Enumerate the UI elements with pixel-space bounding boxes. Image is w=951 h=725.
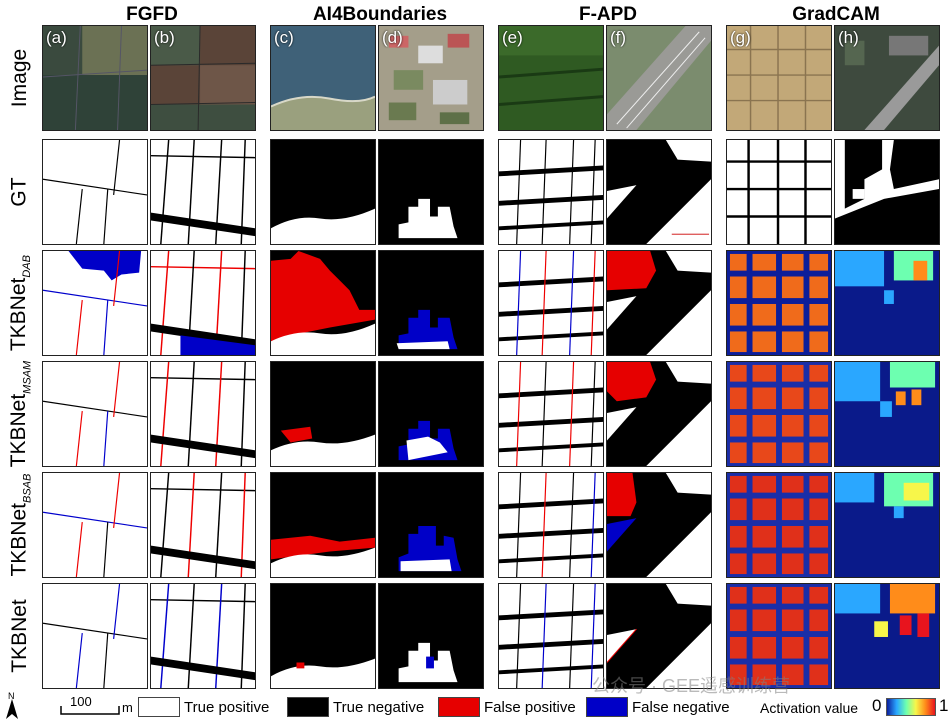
pred-dab-tile-b	[150, 250, 256, 356]
row-label-tkbnet-dab: TKBNetDAB	[6, 254, 34, 352]
gt-tile-a	[42, 139, 148, 245]
activation-colorbar	[886, 698, 936, 716]
row-label-image: Image	[8, 48, 31, 108]
activation-label: Activation value	[760, 700, 859, 716]
scale-value: 100	[70, 694, 92, 709]
column-title-fapd: F-APD	[578, 4, 638, 25]
pred-tkbnet-tile-g	[726, 583, 832, 689]
row-label-tkbnet-bsab: TKBNetBSAB	[6, 473, 34, 577]
pred-msam-tile-c	[270, 361, 376, 467]
pred-dab-tile-a	[42, 250, 148, 356]
pred-bsab-tile-e	[498, 472, 604, 578]
panel-letter-d: (d)	[382, 28, 403, 47]
scale-unit: m	[122, 700, 133, 715]
pred-bsab-tile-c	[270, 472, 376, 578]
pred-msam-tile-f	[606, 361, 712, 467]
panel-letter-e: (e)	[502, 28, 523, 47]
pred-msam-tile-e	[498, 361, 604, 467]
pred-tkbnet-tile-e	[498, 583, 604, 689]
pred-msam-tile-a	[42, 361, 148, 467]
pred-tkbnet-tile-d	[378, 583, 484, 689]
pred-tkbnet-tile-h	[834, 583, 940, 689]
activation-max: 1	[939, 696, 949, 715]
pred-msam-tile-g	[726, 361, 832, 467]
pred-tkbnet-tile-c	[270, 583, 376, 689]
pred-dab-tile-h	[834, 250, 940, 356]
pred-bsab-tile-h	[834, 472, 940, 578]
north-arrow-icon: N	[8, 691, 15, 701]
column-title-ai4boundaries: AI4Boundaries	[312, 4, 448, 25]
pred-msam-tile-b	[150, 361, 256, 467]
pred-dab-tile-f	[606, 250, 712, 356]
column-title-fgfd: FGFD	[126, 4, 178, 25]
gt-tile-f	[606, 139, 712, 245]
panel-letter-f: (f)	[610, 28, 627, 47]
image-tile-a: (a)	[42, 25, 148, 131]
legend-swatch-false-negative	[586, 697, 628, 717]
watermark-text: 公众号 · GEE遥感训练营	[592, 676, 791, 696]
pred-bsab-tile-f	[606, 472, 712, 578]
pred-tkbnet-tile-a	[42, 583, 148, 689]
gt-tile-c	[270, 139, 376, 245]
row-label-tkbnet-msam: TKBNetMSAM	[6, 360, 34, 468]
image-tile-g: (g)	[726, 25, 832, 131]
panel-letter-h: (h)	[838, 28, 859, 47]
image-tile-b: (b)	[150, 25, 256, 131]
image-tile-c: (c)	[270, 25, 376, 131]
pred-bsab-tile-g	[726, 472, 832, 578]
panel-letter-b: (b)	[154, 28, 175, 47]
gt-tile-h	[834, 139, 940, 245]
gt-tile-d	[378, 139, 484, 245]
legend-swatch-true-positive	[138, 697, 180, 717]
pred-msam-tile-h	[834, 361, 940, 467]
legend-item-true-negative: True negative	[287, 697, 424, 717]
pred-tkbnet-tile-f	[606, 583, 712, 689]
panel-letter-g: (g)	[730, 28, 751, 47]
pred-bsab-tile-b	[150, 472, 256, 578]
gt-tile-b	[150, 139, 256, 245]
column-title-gradcam: GradCAM	[792, 4, 880, 25]
pred-bsab-tile-a	[42, 472, 148, 578]
panel-letter-c: (c)	[274, 28, 294, 47]
legend-item-false-negative: False negative	[586, 697, 730, 717]
pred-tkbnet-tile-b	[150, 583, 256, 689]
row-label-gt: GT	[7, 177, 31, 207]
pred-msam-tile-d	[378, 361, 484, 467]
pred-dab-tile-c	[270, 250, 376, 356]
legend-swatch-true-negative	[287, 697, 329, 717]
north-arrow-shape-icon	[6, 699, 18, 719]
pred-bsab-tile-d	[378, 472, 484, 578]
panel-letter-a: (a)	[46, 28, 67, 47]
legend-swatch-false-positive	[438, 697, 480, 717]
image-tile-e: (e)	[498, 25, 604, 131]
legend-item-true-positive: True positive	[138, 697, 269, 717]
legend-item-false-positive: False positive	[438, 697, 576, 717]
pred-dab-tile-d	[378, 250, 484, 356]
legend: N 100 m True positive True negative Fals…	[0, 691, 951, 721]
pred-dab-tile-g	[726, 250, 832, 356]
gt-tile-e	[498, 139, 604, 245]
row-label-tkbnet: TKBNet	[8, 599, 31, 673]
image-tile-f: (f)	[606, 25, 712, 131]
pred-dab-tile-e	[498, 250, 604, 356]
gt-tile-g	[726, 139, 832, 245]
image-tile-h: (h)	[834, 25, 940, 131]
activation-min: 0	[872, 696, 882, 715]
image-tile-d: (d)	[378, 25, 484, 131]
